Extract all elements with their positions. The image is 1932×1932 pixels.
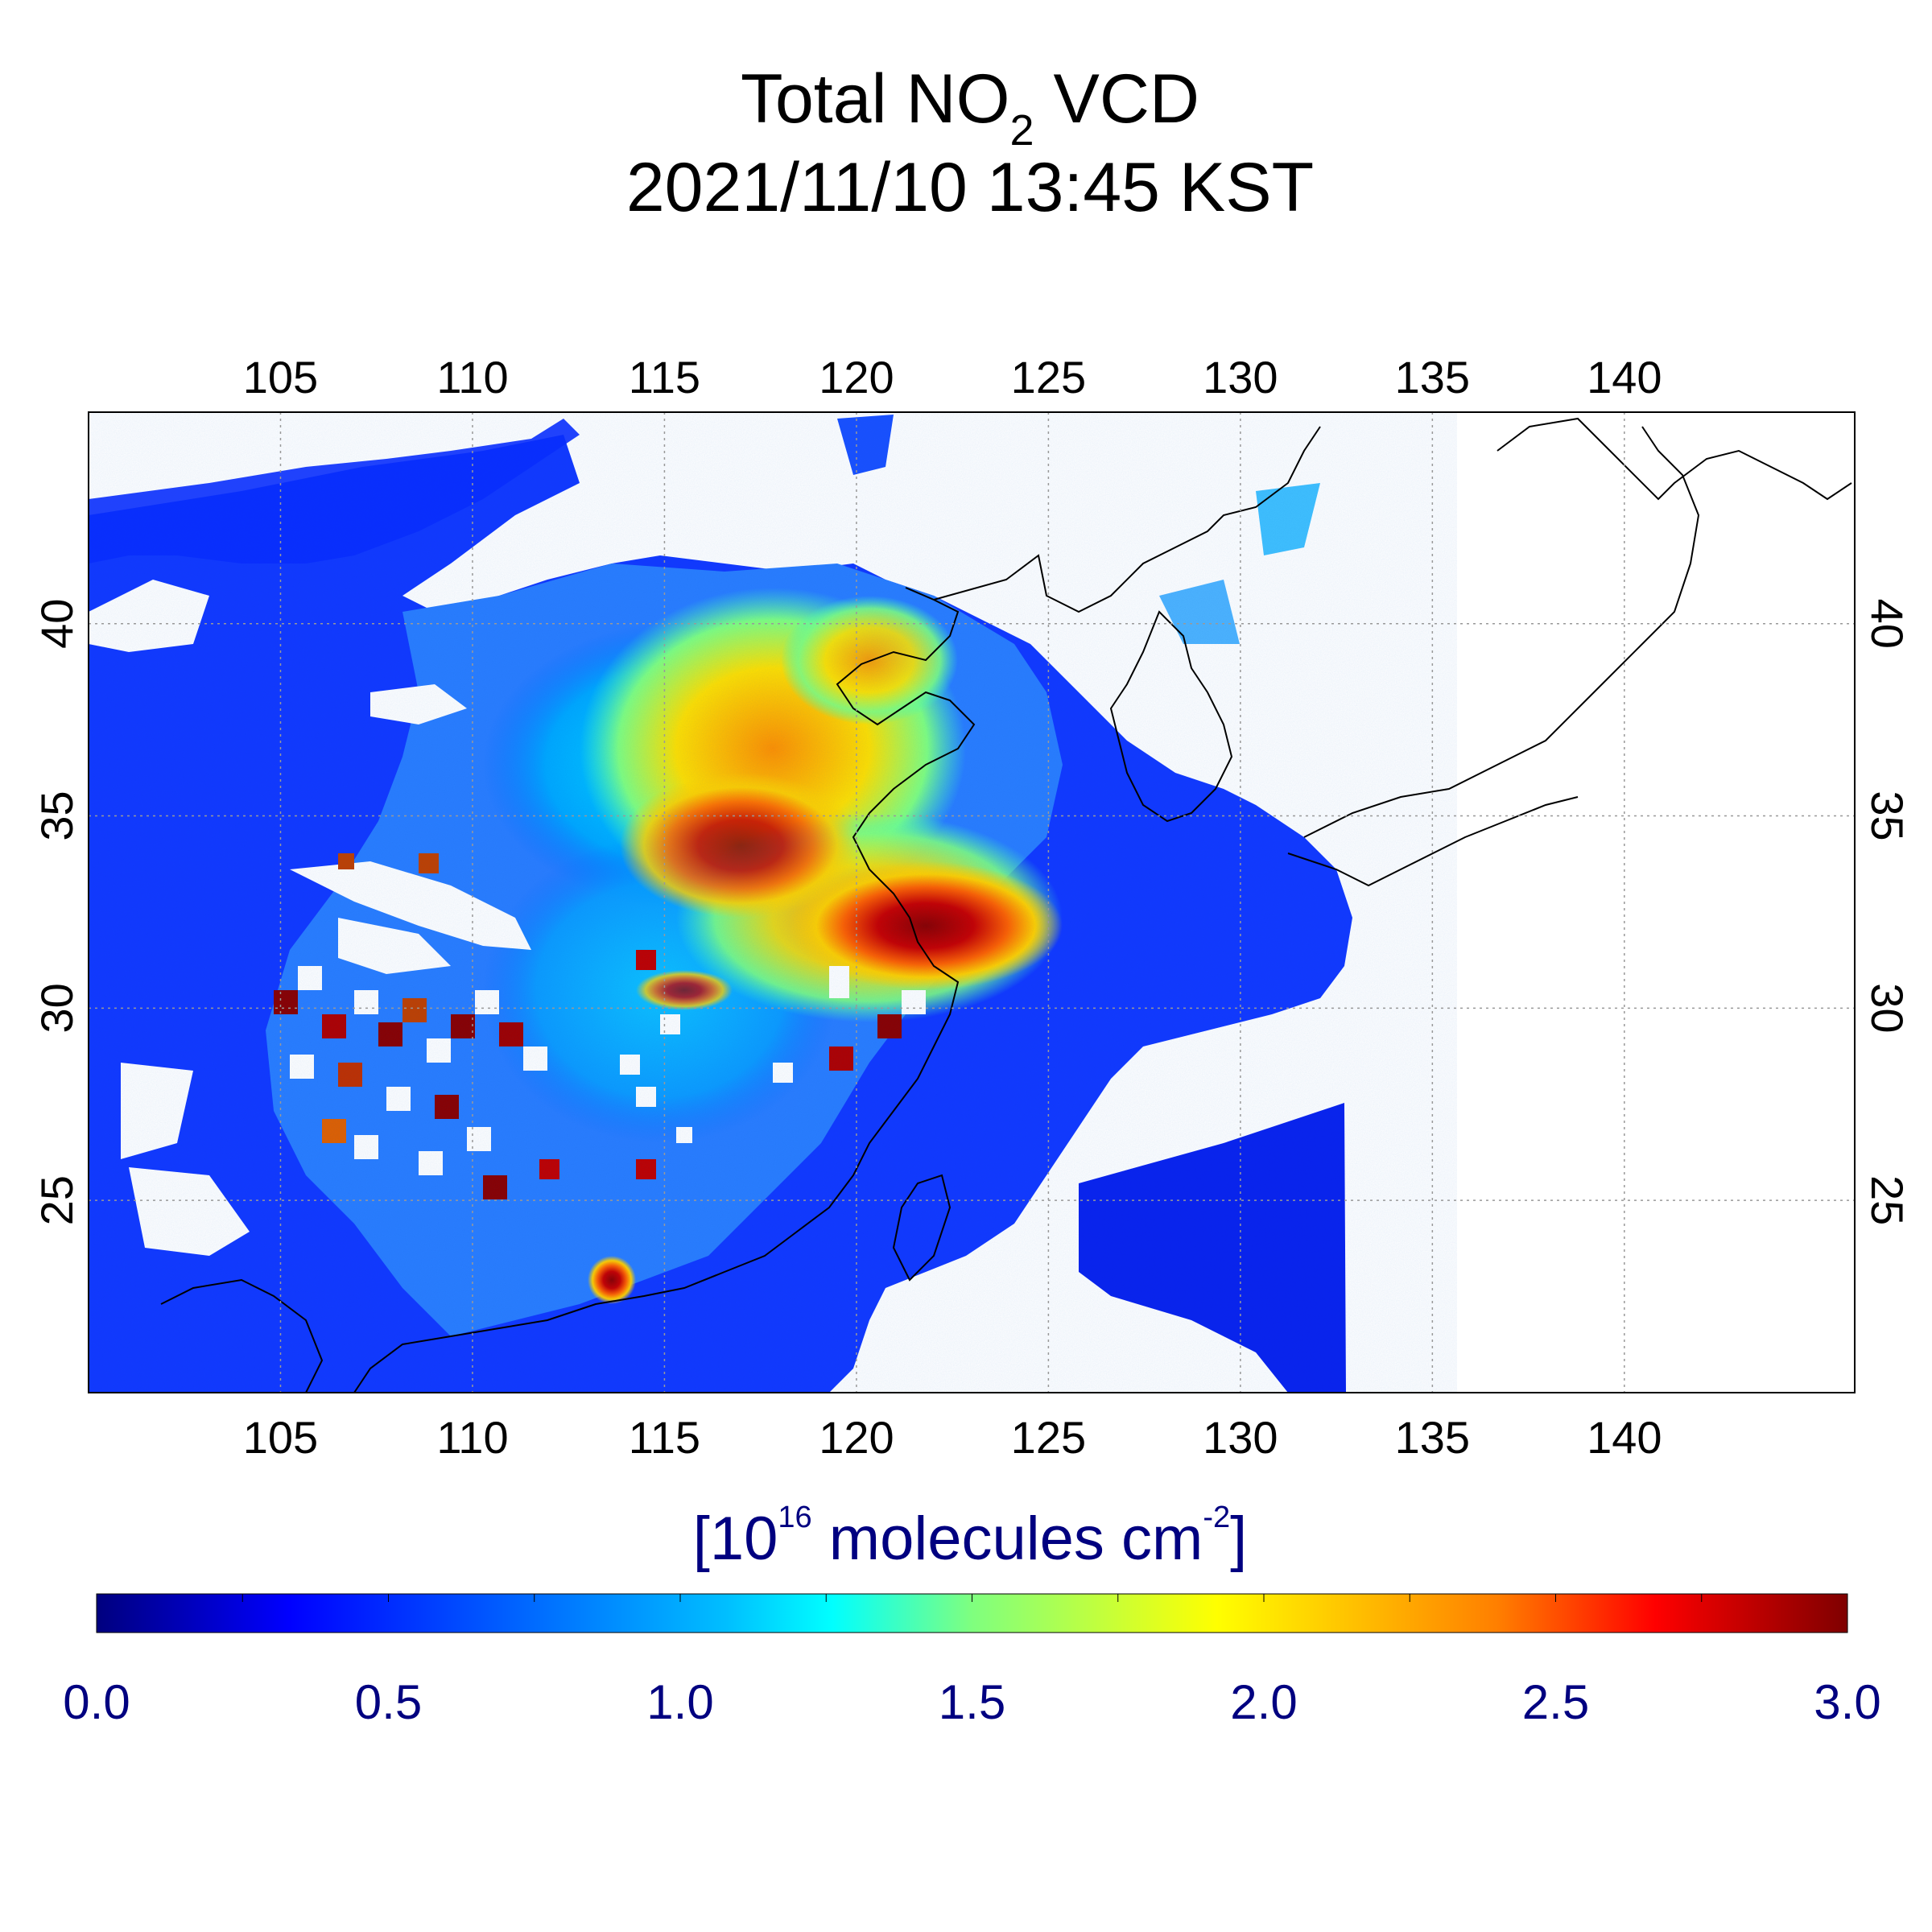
lon-label-bottom: 110 (436, 1412, 508, 1463)
lon-label-top: 135 (1395, 352, 1470, 402)
map-title-line2: 2021/11/10 13:45 KST (626, 149, 1314, 226)
longitude-labels-bottom: 105 110 115 120 125 130 135 140 (243, 1412, 1662, 1463)
lon-label-top: 110 (436, 352, 508, 402)
lon-label-bottom: 135 (1395, 1412, 1470, 1463)
lat-label-right: 40 (1862, 599, 1913, 649)
colorbar-unit-label: [1016 molecules cm-2] (693, 1501, 1248, 1573)
lon-label-top: 105 (243, 352, 318, 402)
lon-label-bottom: 105 (243, 1412, 318, 1463)
colorbar-tick-label: 2.0 (1230, 1675, 1297, 1729)
no2-data-swath (89, 412, 1457, 1393)
lon-label-bottom: 115 (629, 1412, 700, 1463)
lon-label-bottom: 130 (1203, 1412, 1278, 1463)
lon-label-bottom: 120 (819, 1412, 894, 1463)
lon-label-top: 125 (1011, 352, 1086, 402)
lat-label-left: 30 (31, 983, 82, 1033)
lat-label-left: 40 (31, 599, 82, 649)
lon-label-top: 115 (629, 352, 700, 402)
longitude-labels-top: 105 110 115 120 125 130 135 140 (243, 352, 1662, 402)
lat-label-right: 35 (1862, 791, 1913, 840)
colorbar-tick-label: 3.0 (1814, 1675, 1880, 1729)
lat-label-left: 35 (31, 791, 82, 840)
map-gridlines (89, 412, 1855, 1393)
colorbar-tick-label: 0.5 (355, 1675, 422, 1729)
colorbar-tick-label: 0.0 (63, 1675, 130, 1729)
lon-label-bottom: 140 (1587, 1412, 1662, 1463)
colorbar-tick-label: 1.5 (939, 1675, 1005, 1729)
latitude-labels-left: 25 30 35 40 (31, 599, 82, 1226)
colorbar-ticks: 0.0 0.5 1.0 1.5 2.0 2.5 3.0 (63, 1594, 1881, 1729)
colorbar-tick-label: 1.0 (646, 1675, 713, 1729)
lat-label-left: 25 (31, 1175, 82, 1225)
latitude-labels-right: 25 30 35 40 (1862, 599, 1913, 1226)
map-panel (89, 412, 1855, 1393)
coastlines (160, 417, 1852, 1393)
lon-label-top: 130 (1203, 352, 1278, 402)
lon-label-bottom: 125 (1011, 1412, 1086, 1463)
map-frame (88, 411, 1856, 1393)
lat-label-right: 25 (1862, 1175, 1913, 1225)
lat-label-right: 30 (1862, 983, 1913, 1033)
colorbar-tick-label: 2.5 (1522, 1675, 1589, 1729)
lon-label-top: 120 (819, 352, 894, 402)
lon-label-top: 140 (1587, 352, 1662, 402)
map-title-line1: Total NO2 VCD (741, 60, 1199, 155)
